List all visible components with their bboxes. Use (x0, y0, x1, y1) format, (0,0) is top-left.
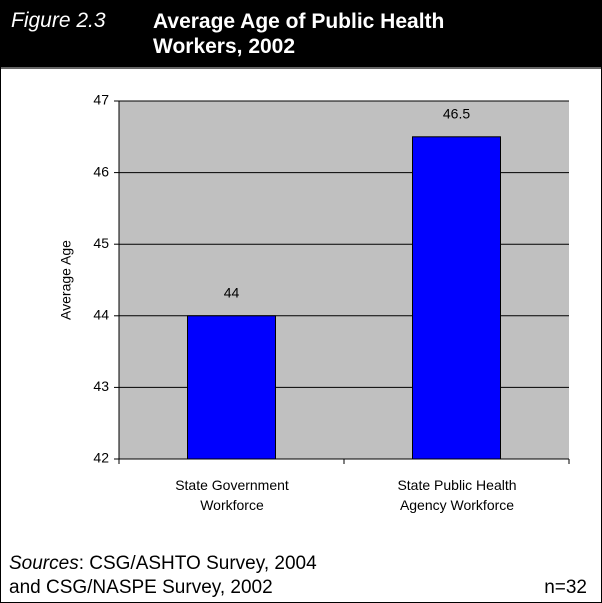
sources-text: : CSG/ASHTO Survey, 2004 (78, 553, 317, 574)
bar (187, 315, 276, 460)
bar (412, 136, 501, 460)
data-label: 46.5 (443, 106, 470, 122)
sources: Sources: CSG/ASHTO Survey, 2004 (9, 553, 317, 575)
x-tick-label: State Government Workforce (175, 477, 289, 513)
sources-line2: and CSG/NASPE Survey, 2002 (9, 577, 273, 598)
note: n=32 (544, 577, 587, 598)
figure-label: Figure 2.3 (11, 9, 106, 32)
header: Figure 2.3 Average Age of Public Health … (1, 1, 601, 69)
y-axis-label: Average Age (58, 240, 74, 320)
y-tick-label: 42 (93, 450, 109, 466)
y-tick-label: 44 (93, 307, 109, 323)
chart-title: Average Age of Public Health Workers, 20… (153, 10, 445, 58)
y-tick-label: 47 (93, 92, 109, 108)
sources-label: Sources (9, 553, 79, 574)
y-tick-label: 45 (93, 235, 109, 251)
y-tick-label: 43 (93, 378, 109, 394)
data-label: 44 (224, 285, 240, 301)
plot-area (119, 101, 569, 459)
y-tick-label: 46 (93, 163, 109, 179)
x-tick-label: State Public Health Agency Workforce (397, 477, 517, 513)
